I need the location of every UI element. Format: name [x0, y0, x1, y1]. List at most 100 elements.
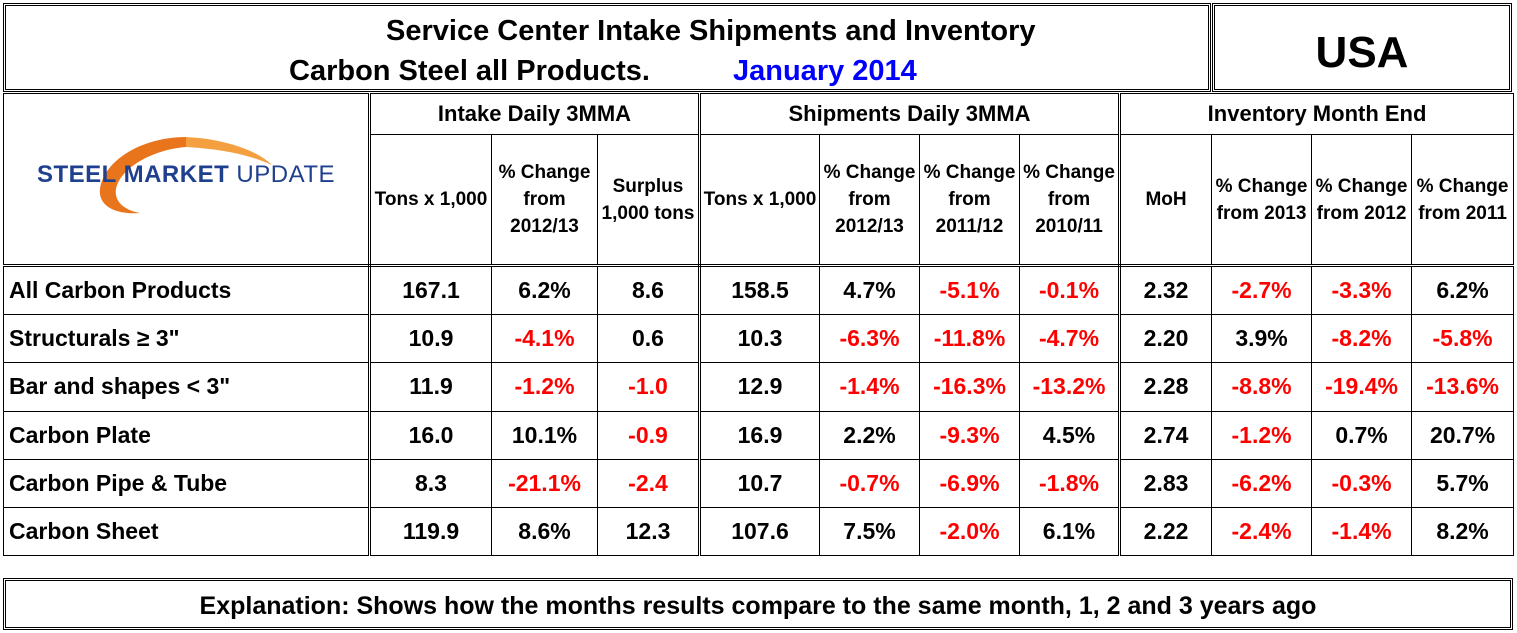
table-cell: -21.1% — [491, 458, 598, 508]
table-row: Carbon Sheet 119.9 8.6% 12.3 107.6 7.5% -2.0% 6… — [3, 506, 1515, 557]
table-cell: -6.2% — [1211, 458, 1313, 508]
row-label: All Carbon Products — [3, 265, 371, 316]
table-cell: -5.8% — [1411, 314, 1515, 364]
table-cell: -8.8% — [1211, 362, 1313, 412]
table-cell: 3.9% — [1211, 314, 1313, 364]
table-cell: -6.9% — [919, 458, 1020, 508]
table-cell: -8.2% — [1311, 314, 1413, 364]
row-label: Carbon Sheet — [3, 506, 371, 557]
table-cell: 2.74 — [1119, 410, 1213, 460]
column-header: % Change from 2012/13 — [819, 133, 920, 268]
table-cell: -2.4 — [597, 458, 701, 508]
table-cell: 7.5% — [819, 506, 920, 557]
table-cell: 8.6 — [597, 265, 701, 316]
table-cell: 2.2% — [819, 410, 920, 460]
table-cell: 16.0 — [369, 410, 492, 460]
table-cell: 8.6% — [491, 506, 598, 557]
table-cell: 2.22 — [1119, 506, 1213, 557]
data-table: STEEL MARKET UPDATE Intake Daily 3MMA Sh… — [3, 92, 1515, 557]
table-cell: 6.1% — [1018, 506, 1122, 557]
table-row: All Carbon Products 167.1 6.2% 8.6 158.5 4.7%… — [3, 265, 1515, 316]
title-date: January 2014 — [733, 55, 917, 87]
table-cell: -3.3% — [1311, 265, 1413, 316]
column-header: % Change from 2011/12 — [919, 133, 1020, 268]
table-cell: -0.7% — [819, 458, 920, 508]
explanation-box: Explanation: Shows how the months result… — [3, 578, 1513, 630]
title-line-1: Service Center Intake Shipments and Inve… — [386, 15, 1036, 47]
table-row: Bar and shapes < 3" 11.9 -1.2% -1.0 12.9 -1.4… — [3, 362, 1515, 412]
table-cell: 107.6 — [699, 506, 820, 557]
table-cell: -1.4% — [1311, 506, 1413, 557]
table-cell: -2.7% — [1211, 265, 1313, 316]
table-cell: -16.3% — [919, 362, 1020, 412]
table-cell: -1.4% — [819, 362, 920, 412]
column-header: % Change from 2010/11 — [1018, 133, 1122, 268]
row-label: Bar and shapes < 3" — [3, 362, 371, 412]
column-header: Surplus 1,000 tons — [597, 133, 701, 268]
column-header: Tons x 1,000 — [369, 133, 492, 268]
table-row: Structurals ≥ 3" 10.9 -4.1% 0.6 10.3 -6.3% -11… — [3, 314, 1515, 364]
table-cell: 2.83 — [1119, 458, 1213, 508]
title-box: Service Center Intake Shipments and Inve… — [3, 3, 1211, 92]
table-cell: -11.8% — [919, 314, 1020, 364]
column-header: MoH — [1119, 133, 1213, 268]
table-cell: 6.2% — [491, 265, 598, 316]
logo-word-steel: STEEL — [37, 161, 117, 189]
logo-swoosh-icon — [99, 137, 272, 214]
table-cell: 0.6 — [597, 314, 701, 364]
table-cell: -1.8% — [1018, 458, 1122, 508]
logo-text: STEEL MARKET UPDATE — [36, 161, 336, 189]
column-header: % Change from 2012 — [1311, 133, 1413, 268]
country-label: USA — [1315, 28, 1409, 77]
table-cell: 167.1 — [369, 265, 492, 316]
table-cell: -2.4% — [1211, 506, 1313, 557]
group-header-inventory: Inventory Month End — [1119, 93, 1515, 135]
table-cell: 4.5% — [1018, 410, 1122, 460]
explanation-text: Explanation: Shows how the months result… — [199, 592, 1317, 620]
table-cell: -19.4% — [1311, 362, 1413, 412]
column-header: % Change from 2013 — [1211, 133, 1313, 268]
table-cell: -2.0% — [919, 506, 1020, 557]
logo-word-update: UPDATE — [236, 161, 335, 189]
table-cell: 16.9 — [699, 410, 820, 460]
row-label: Carbon Pipe & Tube — [3, 458, 371, 508]
column-header: % Change from 2012/13 — [491, 133, 598, 268]
table-cell: -0.3% — [1311, 458, 1413, 508]
table-cell: 4.7% — [819, 265, 920, 316]
table-cell: 11.9 — [369, 362, 492, 412]
table-cell: -6.3% — [819, 314, 920, 364]
group-header-intake: Intake Daily 3MMA — [369, 93, 701, 135]
table-cell: 2.28 — [1119, 362, 1213, 412]
table-cell: 5.7% — [1411, 458, 1515, 508]
column-header: % Change from 2011 — [1411, 133, 1515, 268]
table-cell: 2.20 — [1119, 314, 1213, 364]
steel-market-update-logo: STEEL MARKET UPDATE — [36, 131, 336, 221]
table-cell: -4.1% — [491, 314, 598, 364]
table-cell: 10.9 — [369, 314, 492, 364]
title-line-2: Carbon Steel all Products. — [289, 55, 650, 87]
table-cell: -1.2% — [1211, 410, 1313, 460]
column-header: Tons x 1,000 — [699, 133, 820, 268]
table-cell: 0.7% — [1311, 410, 1413, 460]
row-label: Structurals ≥ 3" — [3, 314, 371, 364]
table-cell: 20.7% — [1411, 410, 1515, 460]
table-cell: -0.9 — [597, 410, 701, 460]
row-label: Carbon Plate — [3, 410, 371, 460]
table-cell: -4.7% — [1018, 314, 1122, 364]
logo-cell: STEEL MARKET UPDATE — [3, 92, 371, 268]
table-cell: -0.1% — [1018, 265, 1122, 316]
logo-word-market: MARKET — [123, 161, 230, 189]
table-cell: 2.32 — [1119, 265, 1213, 316]
table-cell: 8.2% — [1411, 506, 1515, 557]
table-cell: 10.1% — [491, 410, 598, 460]
table-cell: -9.3% — [919, 410, 1020, 460]
table-row: Carbon Pipe & Tube 8.3 -21.1% -2.4 10.7 -0.7%… — [3, 458, 1515, 508]
column-header-row: Tons x 1,000% Change from 2012/13 Surplus… — [4, 133, 1515, 268]
table-cell: -13.2% — [1018, 362, 1122, 412]
country-box: USA — [1212, 3, 1512, 92]
table-cell: 10.7 — [699, 458, 820, 508]
table-cell: 10.3 — [699, 314, 820, 364]
table-cell: 6.2% — [1411, 265, 1515, 316]
table-cell: 8.3 — [369, 458, 492, 508]
table-cell: 119.9 — [369, 506, 492, 557]
